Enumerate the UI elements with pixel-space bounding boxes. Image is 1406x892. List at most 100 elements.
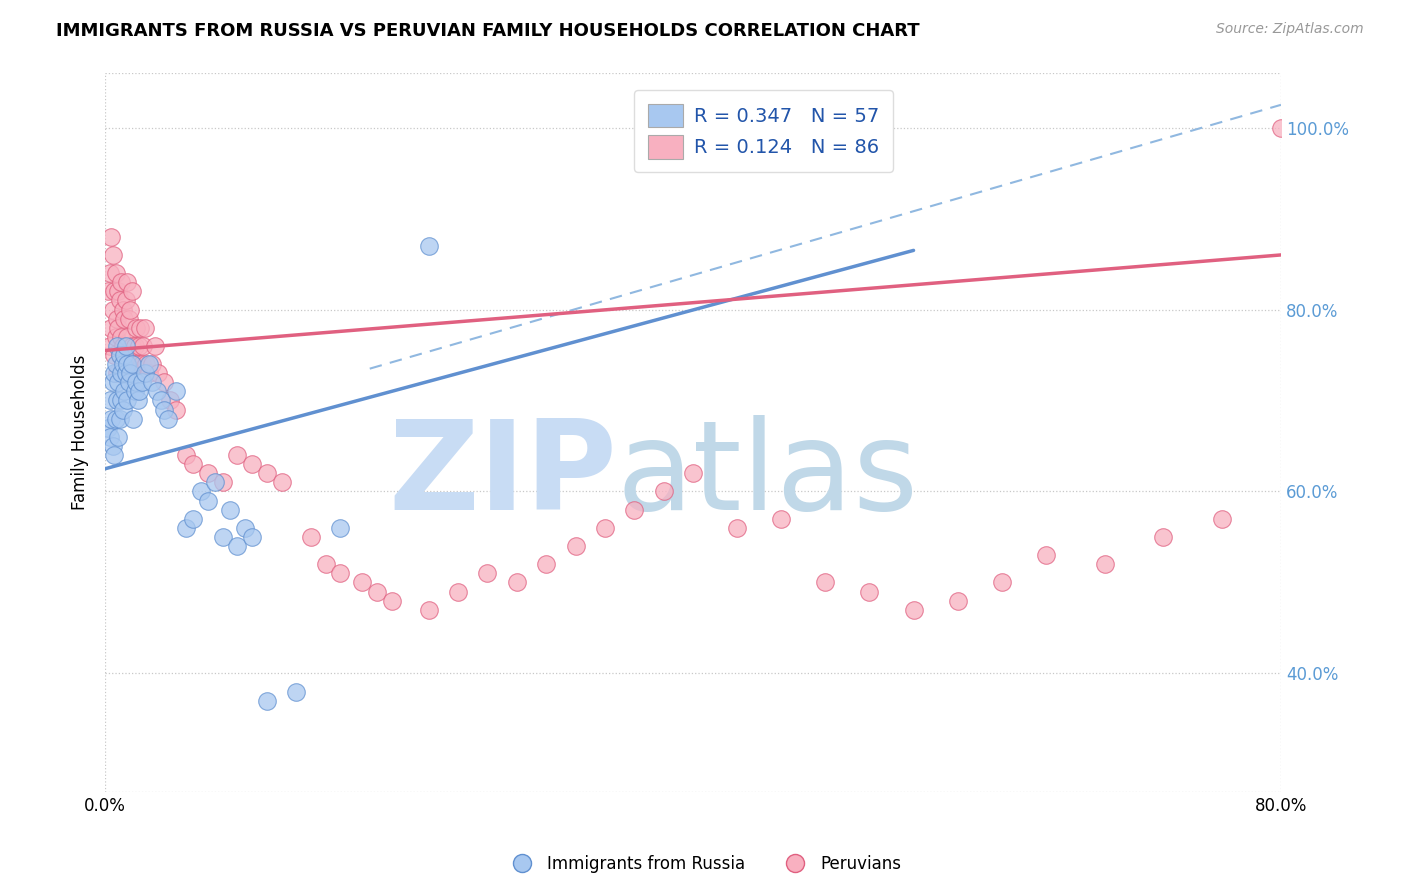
Point	[105, 393, 128, 408]
Point	[858, 584, 880, 599]
Point	[352, 575, 374, 590]
Point	[108, 293, 131, 308]
Point	[1211, 512, 1233, 526]
Point	[110, 366, 132, 380]
Point	[477, 566, 499, 581]
Point	[105, 311, 128, 326]
Point	[143, 339, 166, 353]
Point	[127, 357, 149, 371]
Point	[240, 530, 263, 544]
Point	[197, 493, 219, 508]
Point	[159, 393, 181, 408]
Point	[100, 320, 122, 334]
Point	[129, 320, 152, 334]
Point	[122, 357, 145, 371]
Point	[157, 411, 180, 425]
Point	[103, 448, 125, 462]
Point	[111, 402, 134, 417]
Point	[108, 348, 131, 362]
Point	[117, 393, 139, 408]
Point	[366, 584, 388, 599]
Point	[270, 475, 292, 490]
Text: IMMIGRANTS FROM RUSSIA VS PERUVIAN FAMILY HOUSEHOLDS CORRELATION CHART: IMMIGRANTS FROM RUSSIA VS PERUVIAN FAMIL…	[56, 22, 920, 40]
Point	[103, 366, 125, 380]
Point	[103, 348, 125, 362]
Point	[1152, 530, 1174, 544]
Point	[1035, 548, 1057, 562]
Point	[100, 411, 122, 425]
Point	[112, 311, 135, 326]
Point	[107, 285, 129, 299]
Point	[110, 275, 132, 289]
Point	[111, 302, 134, 317]
Point	[138, 357, 160, 371]
Point	[98, 430, 121, 444]
Point	[107, 430, 129, 444]
Point	[105, 339, 128, 353]
Point	[506, 575, 529, 590]
Point	[153, 402, 176, 417]
Point	[770, 512, 793, 526]
Point	[97, 421, 120, 435]
Point	[121, 285, 143, 299]
Point	[285, 684, 308, 698]
Point	[122, 411, 145, 425]
Point	[101, 248, 124, 262]
Point	[447, 584, 470, 599]
Point	[903, 603, 925, 617]
Point	[112, 384, 135, 399]
Point	[153, 376, 176, 390]
Point	[98, 266, 121, 280]
Point	[134, 366, 156, 380]
Point	[104, 266, 127, 280]
Point	[219, 502, 242, 516]
Point	[114, 348, 136, 362]
Point	[127, 393, 149, 408]
Point	[534, 558, 557, 572]
Point	[682, 467, 704, 481]
Point	[211, 530, 233, 544]
Point	[165, 384, 187, 399]
Point	[120, 348, 142, 362]
Point	[128, 339, 150, 353]
Point	[190, 484, 212, 499]
Point	[98, 393, 121, 408]
Point	[946, 593, 969, 607]
Point	[101, 376, 124, 390]
Point	[329, 521, 352, 535]
Point	[111, 357, 134, 371]
Point	[174, 448, 197, 462]
Point	[990, 575, 1012, 590]
Point	[381, 593, 404, 607]
Point	[118, 376, 141, 390]
Point	[112, 366, 135, 380]
Point	[134, 320, 156, 334]
Point	[120, 302, 142, 317]
Y-axis label: Family Households: Family Households	[72, 355, 89, 510]
Point	[141, 357, 163, 371]
Point	[329, 566, 352, 581]
Point	[418, 603, 440, 617]
Point	[121, 339, 143, 353]
Point	[117, 357, 139, 371]
Point	[110, 330, 132, 344]
Point	[111, 339, 134, 353]
Point	[593, 521, 616, 535]
Point	[418, 239, 440, 253]
Point	[105, 366, 128, 380]
Point	[256, 694, 278, 708]
Point	[174, 521, 197, 535]
Point	[125, 320, 148, 334]
Point	[131, 376, 153, 390]
Point	[118, 357, 141, 371]
Point	[1270, 120, 1292, 135]
Text: Source: ZipAtlas.com: Source: ZipAtlas.com	[1216, 22, 1364, 37]
Point	[103, 285, 125, 299]
Point	[226, 539, 249, 553]
Point	[120, 366, 142, 380]
Point	[145, 384, 167, 399]
Point	[1094, 558, 1116, 572]
Point	[114, 366, 136, 380]
Point	[114, 293, 136, 308]
Point	[117, 275, 139, 289]
